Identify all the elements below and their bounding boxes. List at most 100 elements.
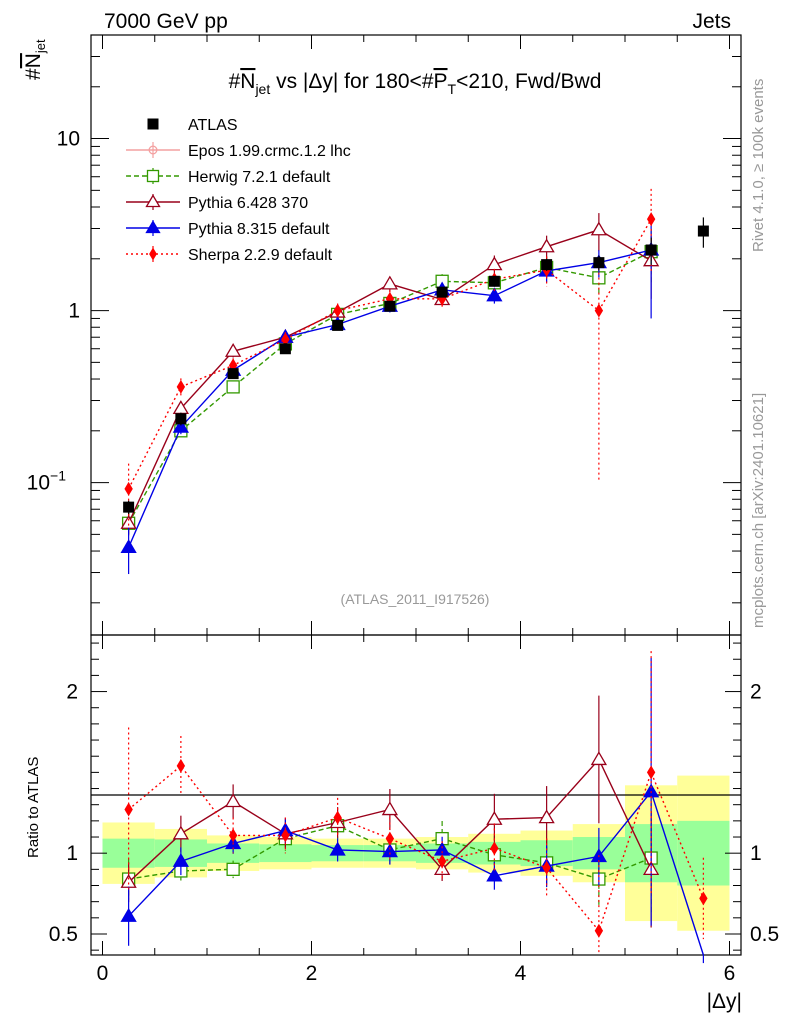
data-point — [123, 501, 135, 513]
series-point — [329, 841, 346, 856]
data-point — [384, 300, 396, 312]
main-series-herwig — [121, 229, 658, 536]
series-line — [127, 218, 652, 490]
x-tick-label: 2 — [306, 962, 318, 985]
series-point — [646, 212, 656, 227]
legend-item: Herwig 7.2.1 default — [126, 168, 331, 186]
series-point — [490, 841, 499, 856]
ratio-plot-panel: 0.5 0.5 1 1 2 2 Ratio to ATLAS 0 2 4 6 |Δy| — [25, 634, 779, 1013]
x-axis-ticks: 0 2 4 6 — [97, 962, 736, 985]
data-point — [436, 286, 448, 298]
legend-item: Pythia 8.315 default — [126, 220, 330, 238]
rivet-version-label: Rivet 4.1.0, ≥ 100k events — [750, 79, 767, 252]
main-plot-panel: 10 1 10−1 #Njet vs |Δy| for 180<#PT<210, F… — [22, 34, 742, 636]
x-tick-label: 0 — [97, 962, 109, 985]
series-point — [120, 539, 137, 554]
x-axis-label: |Δy| — [707, 990, 742, 1013]
series-point — [381, 843, 399, 858]
ratio-y-tick-label-left: 2 — [66, 681, 78, 704]
series-point — [381, 275, 399, 290]
series-point — [486, 867, 503, 882]
series-point — [333, 810, 342, 825]
series-line — [128, 790, 705, 956]
legend-marker — [149, 247, 157, 261]
legend-marker — [147, 118, 159, 130]
legend-label: Pythia 8.315 default — [188, 221, 330, 238]
ratio-series-sherpa — [124, 651, 708, 955]
series-point — [381, 801, 399, 816]
series-point — [176, 379, 186, 394]
series-point — [486, 287, 503, 302]
series-point — [281, 828, 290, 843]
series-point — [120, 907, 137, 922]
data-point — [593, 257, 605, 269]
legend-label: ATLAS — [188, 117, 238, 134]
legend: ATLAS Epos 1.99.crmc.1.2 lhc Herwig 7.2.1 … — [126, 117, 351, 264]
title-p-overlined: P — [434, 70, 448, 93]
series-line — [127, 229, 652, 524]
ratio-y-axis-label: Ratio to ATLAS — [25, 757, 42, 858]
legend-marker — [145, 220, 161, 234]
legend-item: ATLAS — [147, 117, 238, 134]
main-y-tick-label: 10−1 — [27, 468, 67, 495]
series-point — [594, 303, 604, 318]
legend-label: Herwig 7.2.1 default — [188, 169, 331, 186]
legend-item: Pythia 6.428 370 — [126, 194, 308, 212]
ratio-y-tick-label-left: 1 — [66, 842, 78, 865]
series-point — [433, 861, 451, 875]
main-axis-ticks: 10 1 10−1 — [27, 34, 741, 635]
ratio-y-tick-label-right: 1 — [750, 842, 762, 865]
title-n-overlined: N — [240, 70, 255, 93]
atlas-data-layer — [123, 217, 709, 515]
ratio-axis-ticks: 0.5 0.5 1 1 2 2 — [49, 635, 779, 955]
analysis-id-label: (ATLAS_2011_I917526) — [341, 591, 490, 607]
series-point — [437, 854, 447, 869]
ratio-series-layer — [120, 651, 708, 964]
series-point — [646, 765, 656, 780]
series-point — [224, 793, 242, 808]
data-point — [488, 275, 500, 287]
data-point — [645, 244, 657, 256]
main-y-axis-label: #Njet — [22, 39, 48, 80]
series-point — [333, 303, 342, 318]
legend-label: Sherpa 2.2.9 default — [188, 247, 333, 264]
series-point — [590, 221, 608, 236]
ratio-uncertainty-bands — [102, 775, 730, 931]
process-label: Jets — [692, 10, 731, 33]
data-point — [175, 413, 187, 425]
data-point — [541, 259, 553, 271]
energy-label: 7000 GeV pp — [104, 10, 228, 33]
main-series-sherpa — [124, 188, 656, 527]
legend-item: Epos 1.99.crmc.1.2 lhc — [126, 142, 351, 160]
series-point — [172, 825, 190, 840]
series-point — [385, 831, 395, 846]
ratio-series-pythia — [120, 657, 705, 964]
series-point — [538, 238, 555, 253]
ratio-y-tick-label-left: 0.5 — [49, 923, 78, 946]
main-series-pythia — [120, 214, 660, 575]
ratio-y-tick-label-right: 2 — [750, 681, 762, 704]
legend-marker — [146, 169, 160, 183]
legend-marker — [148, 145, 158, 155]
series-point — [226, 862, 240, 876]
series-point — [226, 380, 240, 394]
legend-label: Pythia 6.428 370 — [188, 195, 308, 212]
legend-item: Sherpa 2.2.9 default — [126, 246, 333, 264]
ratio-band-inner — [677, 820, 730, 886]
series-point — [594, 923, 604, 938]
series-point — [699, 891, 708, 906]
series-line — [128, 764, 705, 933]
main-y-tick-label: 10 — [57, 128, 80, 151]
x-tick-label: 6 — [724, 962, 736, 985]
x-tick-label: 4 — [515, 962, 527, 985]
series-point — [538, 809, 555, 824]
data-point — [697, 225, 709, 237]
plot-title: #Njet vs |Δy| for 180<#PT<210, Fwd/Bwd — [229, 70, 602, 97]
legend-marker — [145, 194, 161, 208]
series-point — [542, 860, 551, 875]
data-point — [279, 343, 291, 355]
series-point — [124, 802, 133, 817]
main-y-tick-label: 1 — [68, 300, 80, 323]
series-point — [172, 418, 190, 433]
